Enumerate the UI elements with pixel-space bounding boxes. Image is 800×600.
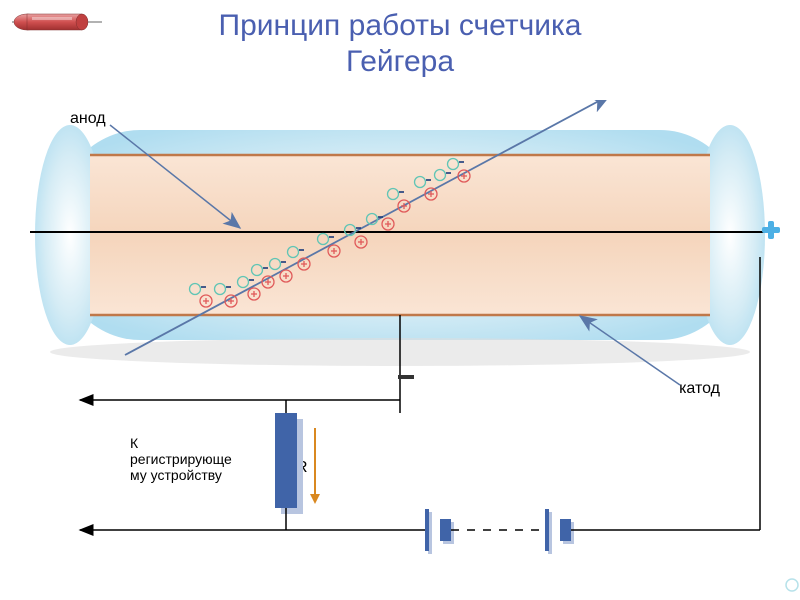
geiger-tube-icon (12, 12, 102, 32)
page-title: Принцип работы счетчика Гейгера (0, 0, 800, 80)
title-line-2: Гейгера (346, 45, 454, 78)
title-line-1: Принцип работы счетчика (219, 9, 582, 42)
geiger-diagram (0, 100, 800, 600)
